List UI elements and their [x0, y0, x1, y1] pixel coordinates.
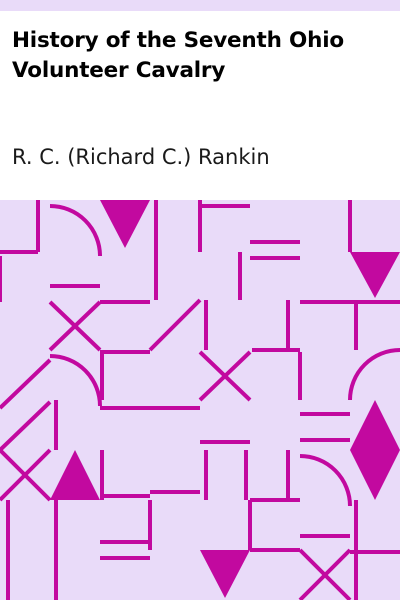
cover-pattern-artwork	[0, 200, 400, 600]
book-title: History of the Seventh Ohio Volunteer Ca…	[12, 28, 344, 83]
top-color-band	[0, 0, 400, 11]
book-author: R. C. (Richard C.) Rankin	[12, 145, 270, 169]
